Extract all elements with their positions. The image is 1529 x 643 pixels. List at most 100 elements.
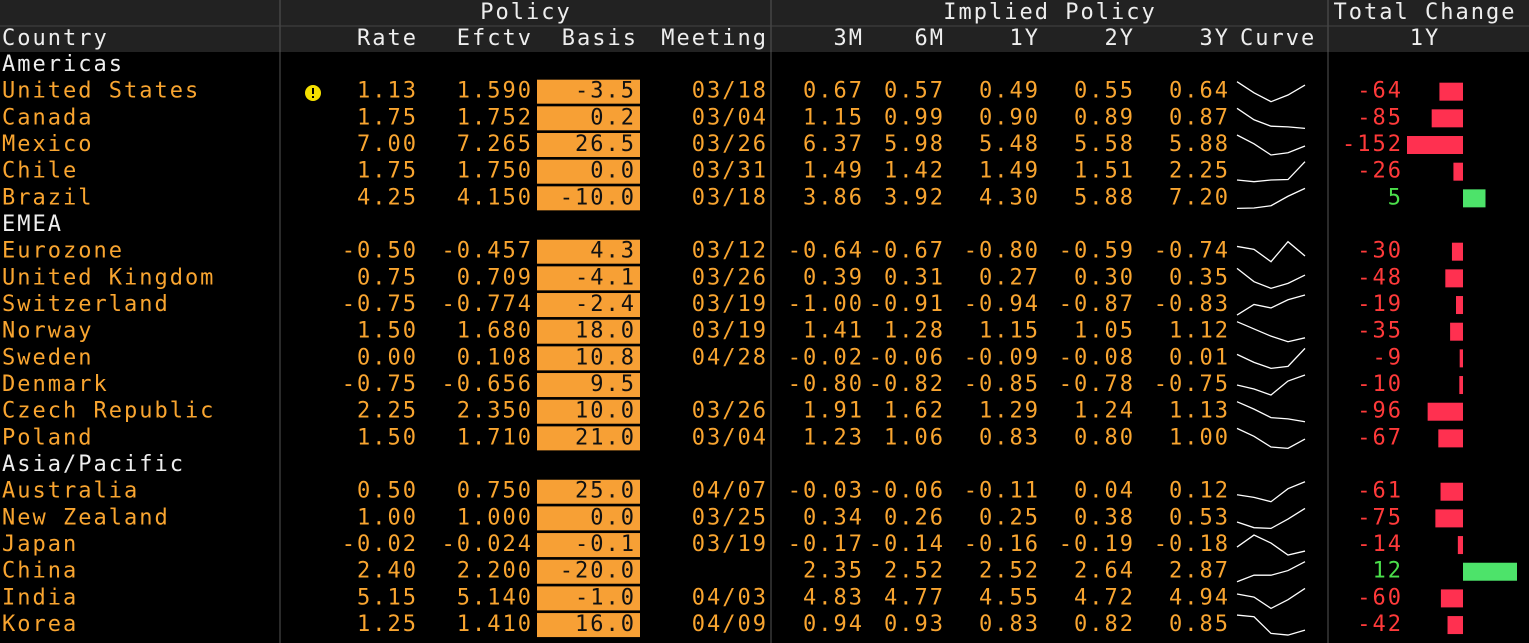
meeting: 03/25 [692, 505, 768, 530]
curve-sparkline [1236, 374, 1306, 396]
implied-rate: 2.52 [884, 559, 945, 584]
rate: 5.15 [357, 585, 418, 610]
implied-rate: 1.49 [979, 159, 1040, 184]
column-header: Curve [1240, 26, 1316, 51]
country: Mexico [2, 132, 93, 157]
curve-sparkline [1236, 240, 1306, 263]
implied-rate: -0.78 [1059, 372, 1135, 397]
basis: 10.0 [575, 399, 636, 424]
implied-rate: -0.94 [964, 292, 1040, 317]
change-bar [1440, 482, 1463, 501]
implied-rate: 0.80 [1074, 425, 1135, 450]
implied-rate: 0.04 [1074, 479, 1135, 504]
implied-rate: 0.30 [1074, 265, 1135, 290]
country: United States [2, 79, 200, 104]
column-header: 3M [834, 26, 865, 51]
implied-rate: -1.00 [788, 292, 864, 317]
curve-sparkline [1236, 401, 1306, 423]
meeting: 03/31 [692, 159, 768, 184]
implied-rate: -0.85 [964, 372, 1040, 397]
implied-rate: 1.49 [803, 159, 864, 184]
country: Czech Republic [2, 399, 215, 424]
meeting: 04/28 [692, 345, 768, 370]
section-header: EMEA [2, 212, 63, 237]
implied-rate: 0.93 [884, 612, 945, 637]
total-change: -64 [1357, 79, 1403, 104]
rate: 0.00 [357, 345, 418, 370]
rate: 1.50 [357, 425, 418, 450]
basis: -4.1 [575, 265, 636, 290]
basis: 0.0 [590, 505, 636, 530]
efctv: 0.108 [457, 345, 533, 370]
rate: 1.25 [357, 612, 418, 637]
implied-rate: 1.13 [1169, 399, 1230, 424]
total-change: -26 [1357, 159, 1403, 184]
efctv: -0.656 [442, 372, 533, 397]
implied-rate: 0.34 [803, 505, 864, 530]
basis-cell [537, 506, 640, 531]
total-change: -60 [1357, 585, 1403, 610]
total-change: -14 [1357, 532, 1403, 557]
implied-rate: 2.25 [1169, 159, 1230, 184]
column-header: Meeting [661, 26, 768, 51]
implied-rate: 0.83 [979, 425, 1040, 450]
implied-rate: -0.16 [964, 532, 1040, 557]
curve-sparkline [1236, 614, 1306, 636]
basis: -20.0 [560, 559, 636, 584]
basis: 25.0 [575, 479, 636, 504]
efctv: 1.750 [457, 159, 533, 184]
implied-rate: 1.91 [803, 399, 864, 424]
curve-sparkline [1236, 534, 1306, 556]
basis: 10.8 [575, 345, 636, 370]
efctv: -0.457 [442, 239, 533, 264]
change-bar [1456, 296, 1463, 315]
total-change: -30 [1357, 239, 1403, 264]
country: India [2, 585, 78, 610]
meeting: 03/04 [692, 425, 768, 450]
efctv: 1.410 [457, 612, 533, 637]
implied-rate: 0.53 [1169, 505, 1230, 530]
basis-cell [537, 613, 640, 638]
country: Switzerland [2, 292, 170, 317]
basis: -10.0 [560, 185, 636, 210]
implied-rate: 0.85 [1169, 612, 1230, 637]
basis-cell [537, 186, 640, 211]
country: Denmark [2, 372, 109, 397]
meeting: 03/26 [692, 132, 768, 157]
implied-rate: 5.58 [1074, 132, 1135, 157]
implied-rate: 0.94 [803, 612, 864, 637]
group-header: Total Change [1334, 0, 1517, 25]
country: Poland [2, 425, 93, 450]
implied-rate: -0.06 [869, 345, 945, 370]
total-change: -85 [1357, 105, 1403, 130]
implied-rate: 2.87 [1169, 559, 1230, 584]
implied-rate: 0.67 [803, 79, 864, 104]
implied-rate: 0.99 [884, 105, 945, 130]
country: Brazil [2, 185, 93, 210]
rate: -0.50 [342, 239, 418, 264]
implied-rate: 1.00 [1169, 425, 1230, 450]
basis: -2.4 [575, 292, 636, 317]
implied-rate: 1.23 [803, 425, 864, 450]
implied-rate: -0.14 [869, 532, 945, 557]
implied-rate: -0.03 [788, 479, 864, 504]
implied-rate: 0.87 [1169, 105, 1230, 130]
efctv: 1.710 [457, 425, 533, 450]
column-header: 3Y [1200, 26, 1231, 51]
curve-sparkline [1236, 294, 1306, 316]
country: Japan [2, 532, 78, 557]
implied-rate: -0.19 [1059, 532, 1135, 557]
implied-rate: 0.27 [979, 265, 1040, 290]
implied-rate: 2.64 [1074, 559, 1135, 584]
implied-rate: -0.83 [1154, 292, 1230, 317]
total-change: -48 [1357, 265, 1403, 290]
meeting: 03/26 [692, 399, 768, 424]
curve-sparkline [1236, 267, 1306, 290]
country: Eurozone [2, 239, 124, 264]
change-bar [1457, 536, 1463, 555]
curve-sparkline [1236, 134, 1306, 156]
implied-rate: 0.12 [1169, 479, 1230, 504]
basis: -0.1 [575, 532, 636, 557]
efctv: 1.680 [457, 319, 533, 344]
column-header: 6M [915, 26, 946, 51]
